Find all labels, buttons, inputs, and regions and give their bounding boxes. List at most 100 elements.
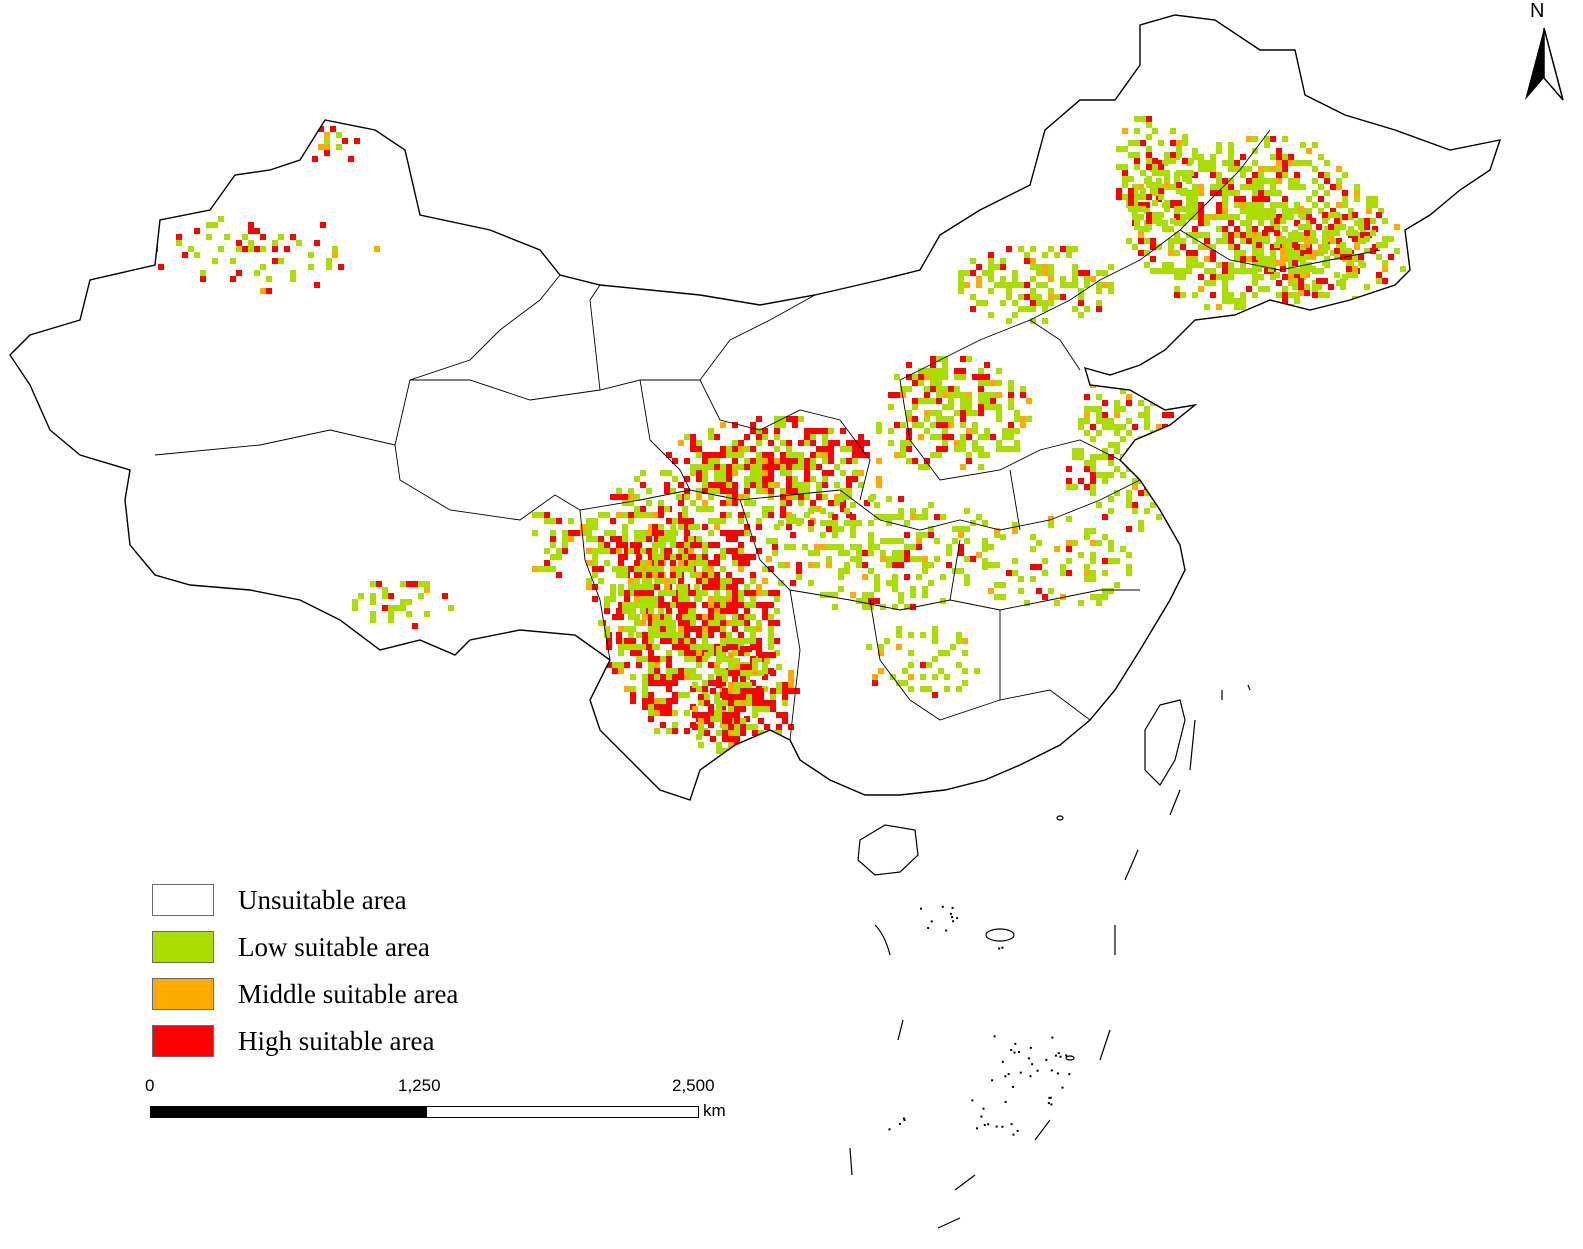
- suitability-cell: [702, 464, 708, 470]
- suitability-cell: [424, 611, 430, 617]
- suitability-cell: [332, 246, 338, 252]
- suitability-cell: [666, 554, 672, 560]
- suitability-cell: [892, 586, 898, 592]
- suitability-cell: [1150, 382, 1156, 388]
- suitability-cell: [636, 662, 642, 668]
- suitability-cell: [1180, 220, 1186, 226]
- suitability-cell: [726, 578, 732, 584]
- suitability-cell: [1258, 184, 1264, 190]
- suitability-cell: [1120, 546, 1126, 552]
- suitability-cell: [750, 428, 756, 434]
- suitability-cell: [1258, 166, 1264, 172]
- suitability-cell: [1294, 220, 1300, 226]
- suitability-cell: [1164, 200, 1170, 206]
- suitability-cell: [678, 638, 684, 644]
- suitability-cell: [936, 422, 942, 428]
- suitability-cell: [606, 644, 612, 650]
- suitability-cell: [1270, 220, 1276, 226]
- suitability-cell: [716, 652, 722, 658]
- suitability-cell: [978, 392, 984, 398]
- suitability-cell: [1364, 284, 1370, 290]
- suitability-cell: [1288, 208, 1294, 214]
- suitability-cell: [1156, 220, 1162, 226]
- suitability-cell: [728, 688, 734, 694]
- suitability-cell: [1120, 388, 1126, 394]
- suitability-cell: [982, 558, 988, 564]
- suitability-cell: [1182, 176, 1188, 182]
- suitability-cell: [906, 440, 912, 446]
- suitability-cell: [666, 518, 672, 524]
- suitability-cell: [1014, 446, 1020, 452]
- suitability-cell: [744, 602, 750, 608]
- suitability-cell: [1204, 214, 1210, 220]
- suitability-cell: [1138, 232, 1144, 238]
- suitability-cell: [672, 692, 678, 698]
- suitability-cell: [1048, 264, 1054, 270]
- suitability-cell: [930, 374, 936, 380]
- suitability-cell: [702, 500, 708, 506]
- suitability-cell: [734, 736, 740, 742]
- suitability-cell: [660, 680, 666, 686]
- suitability-cell: [586, 548, 592, 554]
- suitability-cell: [642, 614, 648, 620]
- suitability-cell: [634, 590, 640, 596]
- suitability-cell: [658, 572, 664, 578]
- suitability-cell: [646, 578, 652, 584]
- suitability-cell: [1008, 392, 1014, 398]
- suitability-cell: [1282, 214, 1288, 220]
- suitability-cell: [1330, 250, 1336, 256]
- suitability-cell: [688, 560, 694, 566]
- suitability-cell: [406, 611, 412, 617]
- suitability-cell: [1008, 422, 1014, 428]
- suitability-cell: [1138, 448, 1144, 454]
- suitability-cell: [1298, 206, 1304, 212]
- suitability-cell: [684, 536, 690, 542]
- suitability-cell: [1298, 212, 1304, 218]
- suitability-cell: [1288, 292, 1294, 298]
- suitability-cell: [1168, 268, 1174, 274]
- suitability-cell: [750, 476, 756, 482]
- suitability-cell: [846, 458, 852, 464]
- suitability-cell: [756, 584, 762, 590]
- suitability-cell: [1210, 268, 1216, 274]
- suitability-cell: [592, 560, 598, 566]
- suitability-cell: [798, 500, 804, 506]
- suitability-cell: [1114, 412, 1120, 418]
- suitability-cell: [716, 748, 722, 754]
- suitability-cell: [1388, 254, 1394, 260]
- suitability-cell: [658, 512, 664, 518]
- suitability-cell: [774, 428, 780, 434]
- suitability-cell: [850, 514, 856, 520]
- suitability-cell: [732, 614, 738, 620]
- suitability-cell: [978, 380, 984, 386]
- suitability-cell: [1382, 218, 1388, 224]
- suitability-cell: [1116, 188, 1122, 194]
- suitability-cell: [682, 554, 688, 560]
- suitability-cell: [768, 512, 774, 518]
- suitability-cell: [698, 730, 704, 736]
- suitability-cell: [714, 584, 720, 590]
- suitability-cell: [1102, 514, 1108, 520]
- suitability-cell: [1176, 170, 1182, 176]
- suitability-cell: [1102, 478, 1108, 484]
- reef-dot: [995, 1125, 998, 1128]
- suitability-cell: [878, 650, 884, 656]
- suitability-cell: [550, 566, 556, 572]
- suitability-cell: [702, 686, 708, 692]
- suitability-cell: [762, 512, 768, 518]
- suitability-cell: [1228, 190, 1234, 196]
- suitability-cell: [1174, 232, 1180, 238]
- suitability-cell: [1162, 442, 1168, 448]
- suitability-cell: [652, 542, 658, 548]
- suitability-cell: [1168, 454, 1174, 460]
- suitability-cell: [1084, 528, 1090, 534]
- suitability-cell: [604, 548, 610, 554]
- suitability-cell: [678, 440, 684, 446]
- suitability-cell: [1078, 300, 1084, 306]
- suitability-cell: [1020, 416, 1026, 422]
- suitability-cell: [1152, 164, 1158, 170]
- suitability-cell: [1282, 166, 1288, 172]
- suitability-cell: [734, 724, 740, 730]
- suitability-cell: [1228, 238, 1234, 244]
- suitability-cell: [1048, 588, 1054, 594]
